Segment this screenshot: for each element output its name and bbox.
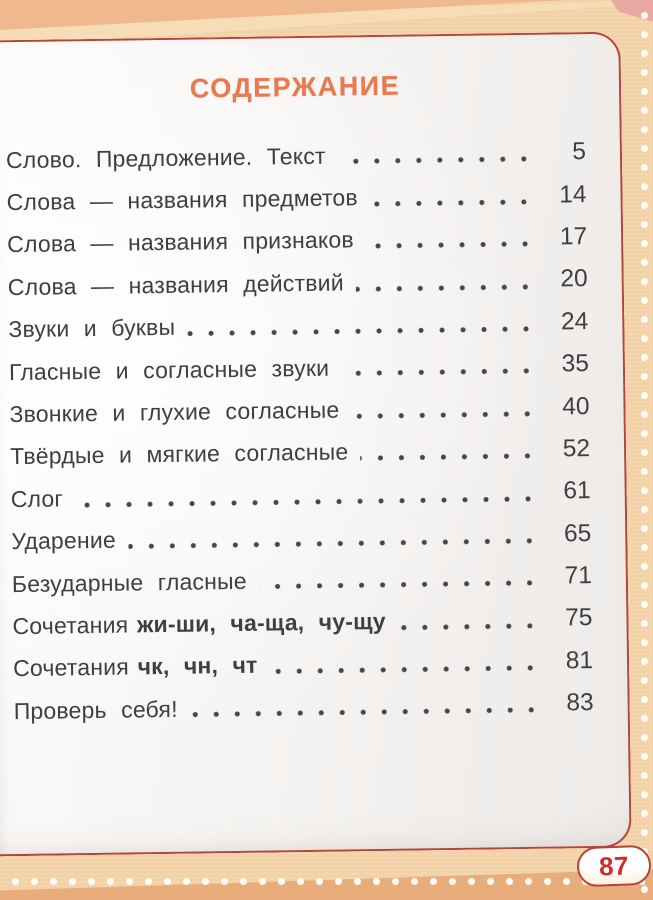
toc-label: Слог xyxy=(10,485,64,512)
toc-page-number: 52 xyxy=(562,434,591,463)
book-page: СОДЕРЖАНИЕ Слово. Предложение. Текст 5 Сло… xyxy=(0,31,632,857)
toc-label: Гласные и согласные звуки xyxy=(8,354,330,385)
toc-label: Безударные гласные xyxy=(11,567,247,597)
toc-label: Слова — названия действий xyxy=(7,269,344,301)
toc-page-number: 5 xyxy=(572,138,587,166)
toc-page-number: 83 xyxy=(566,689,594,717)
margin-dots-right xyxy=(638,2,651,898)
toc-label: Звуки и буквы xyxy=(8,314,176,343)
dot-leader xyxy=(74,470,539,520)
toc-page-number: 14 xyxy=(559,180,587,209)
toc-label: Слова — названия предметов xyxy=(6,184,359,216)
toc-page-number: 17 xyxy=(559,223,588,251)
toc-page-number: 35 xyxy=(561,350,590,378)
toc-label-bold: чк, чн, чт xyxy=(137,652,258,680)
toc-page-number: 24 xyxy=(560,307,589,336)
toc-label: Звонкие и глухие согласные xyxy=(9,396,340,428)
toc-list: Слово. Предложение. Текст 5 Слова — назван… xyxy=(6,131,594,733)
dot-leader xyxy=(369,174,535,219)
toc-label: Слова — названия признаков xyxy=(7,226,355,258)
toc-page-number: 81 xyxy=(565,646,594,675)
toc-label-bold: жи-ши, ча-ща, чу-щу xyxy=(136,607,386,638)
dot-leader xyxy=(397,598,541,643)
toc-page-number: 71 xyxy=(564,562,593,590)
dot-leader xyxy=(360,428,539,474)
toc-page-number: 61 xyxy=(563,477,591,505)
toc-page-number: 75 xyxy=(565,604,593,632)
dot-leader xyxy=(186,301,537,349)
dot-leader xyxy=(337,131,535,177)
toc-row: Проверь себя! 83 xyxy=(13,682,594,732)
dot-leader xyxy=(355,258,537,304)
toc-label: Сочетания xyxy=(12,653,130,682)
toc-label: Сочетания xyxy=(12,611,129,640)
dot-leader xyxy=(258,555,541,602)
page-number-badge: 87 xyxy=(576,844,652,888)
dot-leader xyxy=(351,386,538,432)
toc-page-number: 40 xyxy=(562,392,590,420)
dot-leader xyxy=(365,216,536,262)
toc-label: Проверь себя! xyxy=(13,695,178,724)
dot-leader xyxy=(127,513,540,562)
dot-leader xyxy=(269,640,542,687)
toc-page-number: 20 xyxy=(560,265,588,293)
page-number: 87 xyxy=(598,849,630,882)
toc-label: Ударение xyxy=(11,526,117,555)
margin-dots-bottom xyxy=(2,875,645,888)
dot-leader xyxy=(340,343,538,389)
toc-label: Твёрдые и мягкие согласные xyxy=(9,438,349,470)
page-title: СОДЕРЖАНИЕ xyxy=(189,70,401,104)
toc-page-number: 65 xyxy=(563,519,592,548)
toc-label: Слово. Предложение. Текст xyxy=(5,142,326,173)
dot-leader xyxy=(189,682,542,731)
